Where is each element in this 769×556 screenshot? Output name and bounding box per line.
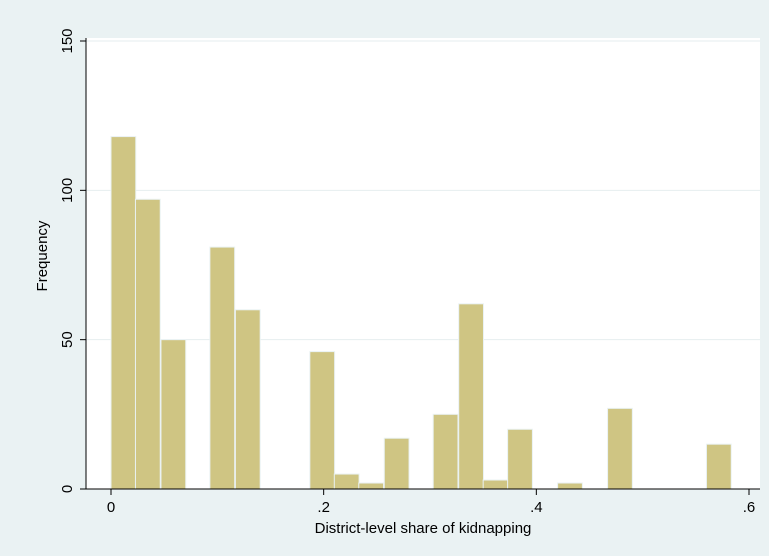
plot-area [86, 38, 760, 489]
histogram-bar [458, 303, 484, 490]
axes [85, 38, 760, 490]
histogram-bar [333, 473, 360, 490]
bars-group [110, 136, 732, 490]
histogram-bar [134, 198, 161, 490]
y-tick-label: 150 [59, 28, 76, 53]
histogram-bar [160, 339, 187, 490]
x-tick-label: .4 [530, 499, 543, 516]
histogram-bar [309, 351, 336, 490]
histogram-bar [110, 136, 137, 490]
histogram-bar [705, 443, 732, 490]
y-axis-ticks: 0 50 100 150 [59, 28, 86, 493]
x-tick-label: 0 [107, 499, 115, 516]
y-tick-label: 50 [59, 331, 76, 348]
histogram-bar [507, 428, 533, 490]
histogram-bar [482, 479, 509, 490]
y-tick-label: 0 [59, 485, 76, 493]
histogram-bar [234, 309, 261, 490]
histogram-bar [607, 407, 633, 490]
histogram-bar [383, 437, 410, 490]
gridlines [86, 40, 760, 341]
y-axis-title: Frequency [34, 220, 51, 291]
x-tick-label: .6 [743, 499, 756, 516]
histogram-bar [358, 482, 385, 490]
x-tick-label: .2 [317, 499, 330, 516]
x-axis-ticks: 0 .2 .4 .6 [107, 489, 755, 516]
histogram-bar [557, 482, 583, 490]
x-axis-title: District-level share of kidnapping [315, 520, 532, 537]
histogram-bar [209, 246, 236, 490]
y-tick-label: 100 [59, 178, 76, 203]
histogram-bar [432, 413, 459, 490]
